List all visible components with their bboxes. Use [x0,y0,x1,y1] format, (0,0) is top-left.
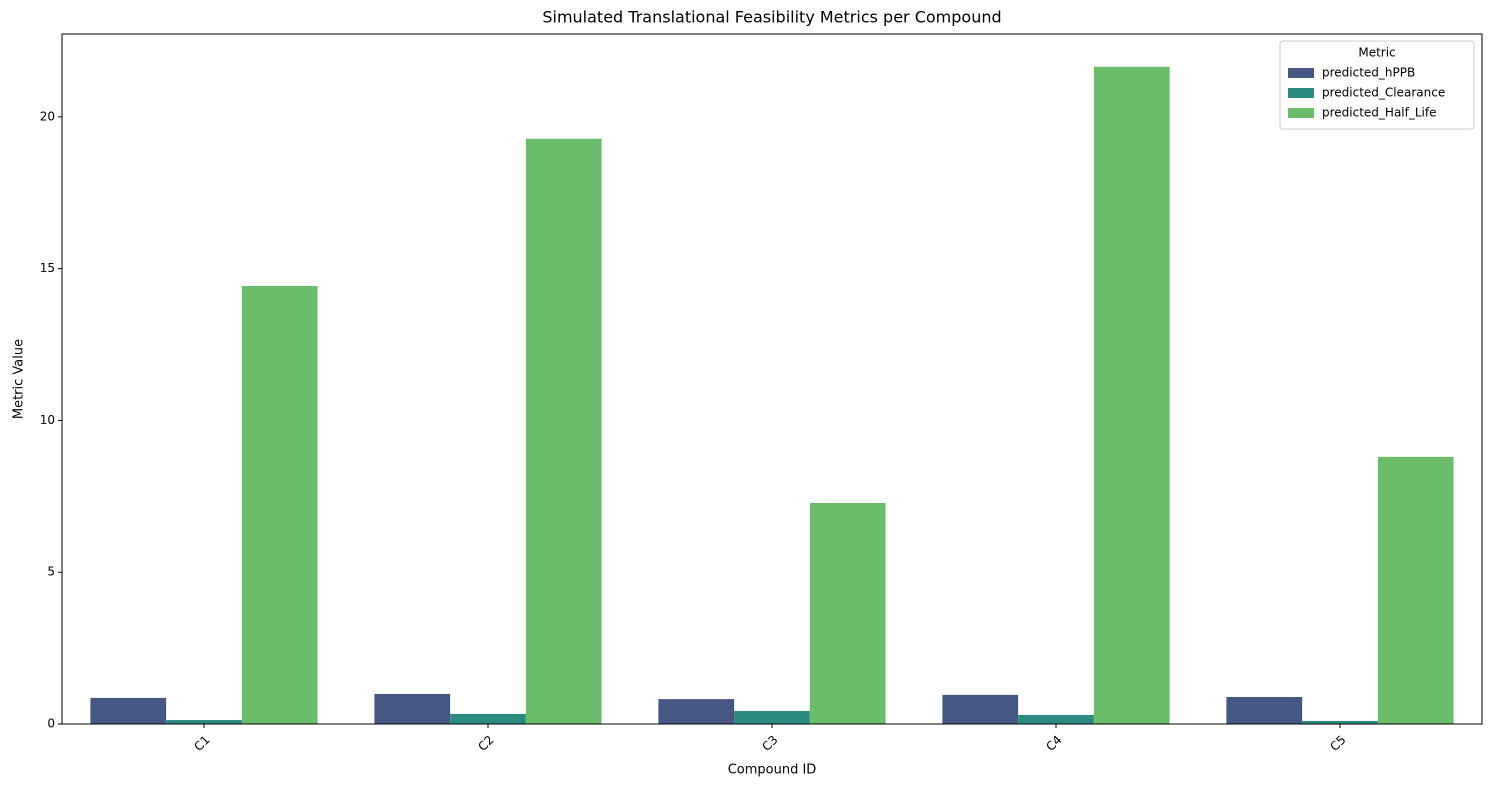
legend-swatch [1288,68,1314,78]
legend-label: predicted_hPPB [1322,66,1415,80]
legend: Metric predicted_hPPB predicted_Clearancep… [1279,40,1475,130]
plot-frame [61,33,1483,725]
bar [658,699,735,724]
bar [942,694,1019,724]
bar [90,697,167,724]
bar [809,503,886,724]
bar [1093,66,1170,725]
bar [1302,720,1378,724]
legend-label: predicted_Clearance [1322,86,1445,100]
legend-swatch [1288,108,1314,118]
bar [525,138,602,724]
x-axis-label: Compound ID [728,763,817,778]
x-tick-label: C5 [1327,733,1348,754]
y-tick-label: 15 [40,261,55,275]
bar [1377,456,1454,724]
legend-swatch [1288,88,1314,98]
bar [241,285,318,724]
y-tick-label: 5 [47,565,55,579]
legend-box [1279,40,1475,130]
y-tick-label: 10 [40,413,55,427]
x-tick-label: C1 [191,733,212,754]
bar [450,713,526,724]
y-tick-label: 0 [47,717,55,731]
bar [166,720,242,724]
bar [734,710,810,724]
legend-title: Metric [1358,46,1395,60]
x-tick-label: C2 [475,733,496,754]
bar [1018,714,1094,724]
y-tick-label: 20 [40,109,55,123]
x-tick-label: C3 [759,733,780,754]
chart-title: Simulated Translational Feasibility Metr… [542,8,1001,27]
x-tick-label: C4 [1043,733,1064,754]
bar [1226,696,1303,724]
legend-label: predicted_Half_Life [1322,106,1437,120]
bar [374,693,451,724]
y-axis-label: Metric Value [12,339,27,419]
